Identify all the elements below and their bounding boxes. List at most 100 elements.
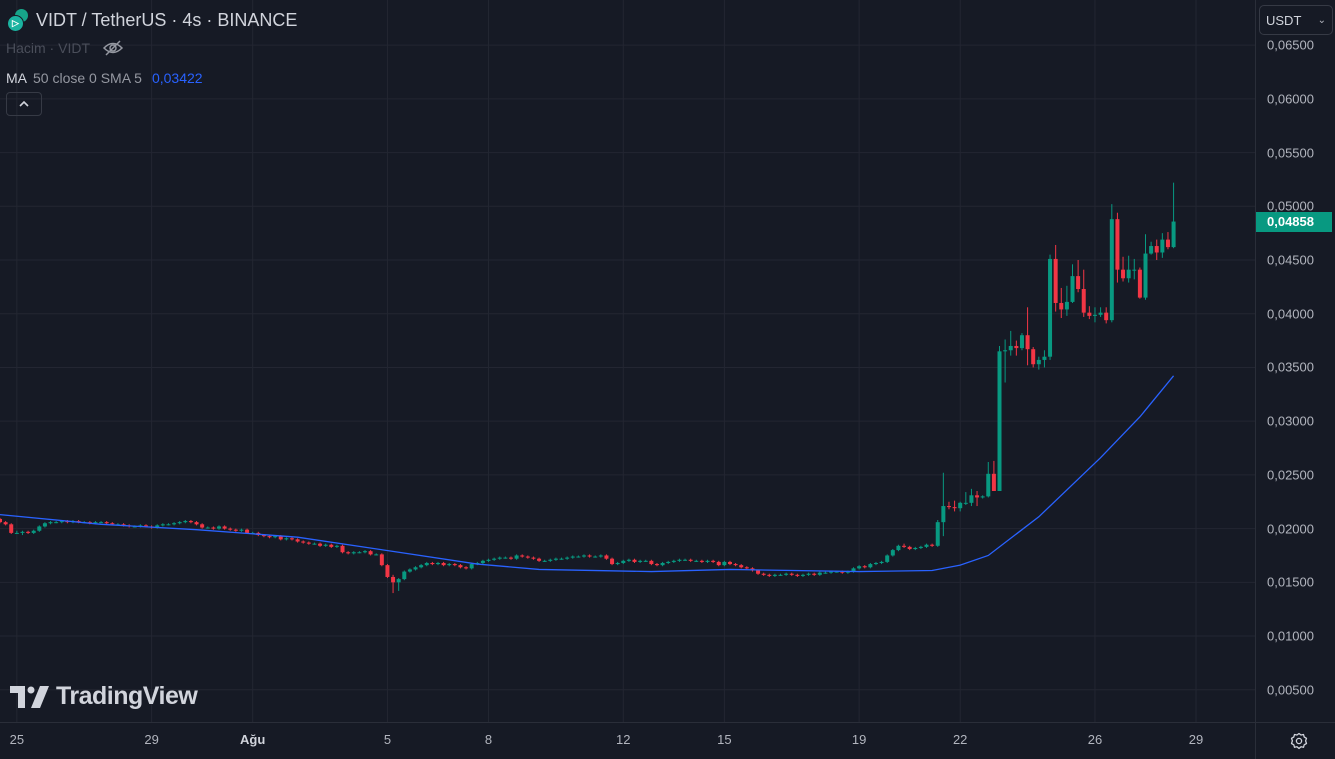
candle-body [54,522,59,524]
candle-up [435,561,440,566]
candle-body [419,565,424,568]
candle-down [907,545,912,551]
candle-down [306,541,311,545]
candle-body [744,567,749,569]
candle-down [1087,306,1092,320]
candle-body [559,558,564,560]
ma-value: 0,03422 [151,70,203,86]
candle-down [991,460,996,492]
candle-up [784,572,789,576]
candle-body [638,560,643,562]
candle-down [430,561,435,566]
candle-up [581,554,586,558]
axis-corner [1255,722,1335,759]
candle-down [508,556,513,560]
candle-body [958,502,963,509]
candle-body [480,560,485,563]
candle-body [155,525,160,528]
candle-down [9,523,14,534]
price-axis[interactable]: 0,04858 0,06500 0,06000 0,05500 0,05000 0,04… [1255,0,1335,722]
candle-up [396,578,401,591]
candle-body [104,522,109,524]
candle-body [1132,269,1137,271]
candle-up [216,525,221,530]
candle-up [514,554,519,560]
candle-body [183,521,188,523]
candle-body [610,558,615,565]
candle-down [1053,244,1058,312]
candle-body [963,502,968,504]
currency-select[interactable]: USDT ⌄ [1259,5,1333,35]
symbol-title[interactable]: VIDT / TetherUS · 4s · BINANCE [36,9,298,30]
candle-up [918,545,923,550]
ma-indicator[interactable]: MA 50 close 0 SMA 5 0,03422 [6,69,297,87]
candle-body [840,571,845,573]
candle-down [739,564,744,569]
candle-body [845,571,850,573]
time-axis[interactable]: 25 29 Ağu 5 8 12 15 19 22 26 29 [0,722,1255,759]
eye-off-icon[interactable] [102,39,124,57]
price-tick-label: 0,05500 [1267,145,1314,161]
tradingview-watermark[interactable]: TradingView [10,682,198,711]
candle-body [374,554,379,556]
candle-body [245,529,250,533]
candle-up [969,488,974,507]
candle-up [638,559,643,563]
candle-body [48,522,53,524]
candle-body [14,532,19,534]
candle-body [890,550,895,556]
candle-body [542,560,547,562]
candle-up [31,529,36,534]
candle-body [1165,239,1170,248]
candle-body [211,527,216,529]
candle-body [407,569,412,572]
current-price-label: 0,04858 [1256,211,1332,232]
candle-down [975,491,980,507]
candle-body [778,574,783,576]
time-tick-label: 8 [484,732,493,747]
candle-down [812,572,817,576]
candle-up [772,573,777,577]
candle-up [284,537,289,541]
candle-up [351,551,356,555]
candle-down [604,554,609,560]
candle-down [744,566,749,570]
candle-body [396,579,401,583]
candle-body [486,559,491,561]
candle-up [20,530,25,536]
volume-indicator[interactable]: Hacim · VIDT [6,38,297,58]
candle-body [402,571,407,580]
candle-body [699,560,704,562]
candle-down [368,550,373,556]
candle-up [1092,307,1097,323]
candle-body [913,547,918,550]
candle-body [795,574,800,576]
candle-body [200,524,205,528]
ma-params: 50 close 0 SMA 5 [33,70,142,86]
candle-up [778,573,783,576]
candle-down [902,543,907,548]
candle-up [374,553,379,556]
candle-body [772,574,777,576]
candle-up [873,561,878,566]
candle-body [873,562,878,565]
gear-icon[interactable] [1290,732,1308,750]
candle-down [289,537,294,541]
candle-up [879,560,884,565]
candle-up [177,521,182,525]
collapse-legend-button[interactable] [6,92,42,116]
candle-body [295,539,300,542]
candle-up [800,573,805,577]
candle-body [1143,253,1148,298]
candle-down [632,558,637,563]
candle-up [565,556,570,560]
candle-body [3,522,8,525]
candle-body [525,556,530,558]
price-chart[interactable] [0,0,1255,722]
candle-body [570,556,575,558]
candle-body [688,559,693,561]
price-tick-label: 0,06500 [1267,37,1314,53]
candle-up [312,542,317,545]
candle-down [1076,260,1081,293]
candle-body [205,527,210,529]
